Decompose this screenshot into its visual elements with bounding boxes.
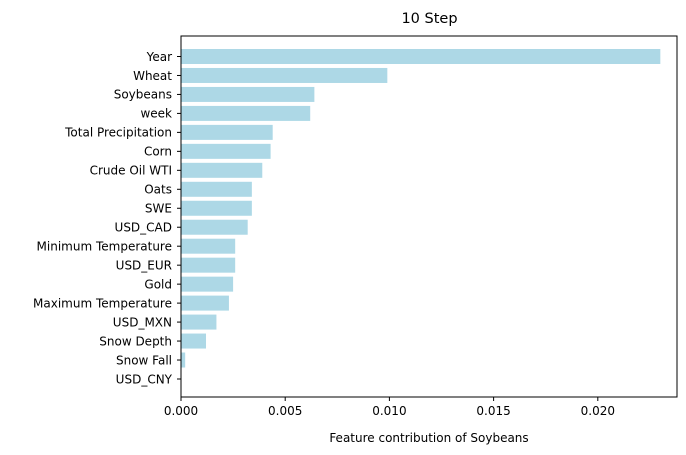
chart-title: 10 Step — [401, 11, 457, 27]
y-tick-label: USD_CNY — [116, 372, 173, 386]
bar-corn — [181, 143, 271, 159]
bar-week — [181, 105, 311, 121]
y-tick-label: Soybeans — [114, 88, 172, 102]
y-tick-label: Maximum Temperature — [33, 296, 172, 310]
y-tick-label: Corn — [144, 145, 172, 159]
x-tick-label: 0.010 — [372, 404, 406, 418]
bar-total-precipitation — [181, 124, 273, 140]
bar-snow-depth — [181, 333, 207, 349]
y-tick-label: Oats — [144, 183, 172, 197]
bar-crude-oil-wti — [181, 162, 263, 178]
y-tick-label: SWE — [145, 202, 172, 216]
y-tick-labels: Year Wheat Soybeans week Total Precipitation… — [33, 50, 181, 386]
bar-gold — [181, 276, 234, 292]
y-tick-label: Total Precipitation — [64, 126, 172, 140]
bar-snow-fall — [181, 352, 186, 368]
y-tick-label: USD_EUR — [116, 258, 172, 272]
y-tick-label: Minimum Temperature — [37, 240, 172, 254]
bar-minimum-temperature — [181, 238, 236, 254]
y-tick-label: USD_CAD — [115, 221, 172, 235]
bar-maximum-temperature — [181, 295, 229, 311]
plot-frame — [180, 35, 678, 398]
bar-usd-mxn — [181, 314, 217, 330]
y-tick-label: Gold — [144, 277, 172, 291]
x-tick-label: 0.000 — [164, 404, 198, 418]
x-tick-label: 0.015 — [476, 404, 510, 418]
y-tick-label: Wheat — [133, 69, 172, 83]
y-tick-label: week — [140, 107, 172, 121]
x-tick-label: 0.005 — [268, 404, 302, 418]
bar-soybeans — [181, 86, 315, 102]
bar-usd-eur — [181, 257, 236, 273]
bar-swe — [181, 200, 252, 216]
bar-oats — [181, 181, 252, 197]
y-tick-label: USD_MXN — [113, 315, 172, 329]
y-tick-label: Snow Fall — [116, 353, 172, 367]
bar-year — [181, 49, 661, 64]
x-ticks: 0.000 0.005 0.010 0.015 0.020 — [164, 397, 615, 418]
x-tick-label: 0.020 — [581, 404, 615, 418]
bar-group — [181, 49, 661, 368]
y-tick-label: Crude Oil WTI — [90, 164, 172, 178]
bar-usd-cad — [181, 219, 248, 235]
y-tick-label: Snow Depth — [99, 334, 172, 348]
y-tick-label: Year — [146, 50, 172, 64]
bar-wheat — [181, 67, 388, 83]
x-axis-label: Feature contribution of Soybeans — [329, 431, 528, 445]
